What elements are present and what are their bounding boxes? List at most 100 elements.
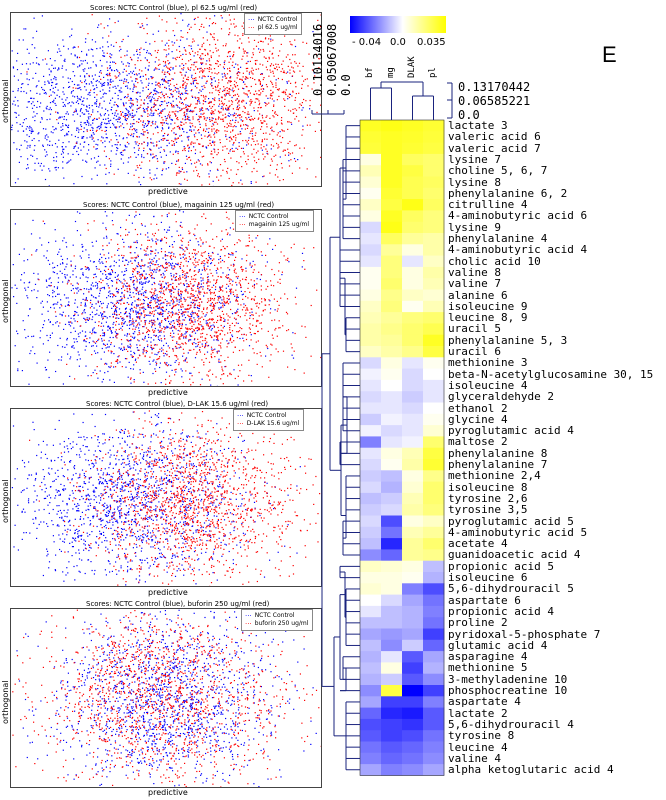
scatter-point bbox=[219, 88, 221, 90]
scatter-point bbox=[199, 89, 201, 91]
scatter-point bbox=[173, 274, 175, 276]
scatter-point bbox=[199, 163, 202, 165]
scatter-point bbox=[118, 289, 120, 291]
scatter-point bbox=[198, 97, 200, 99]
scatter-point bbox=[44, 137, 46, 139]
scatter-point bbox=[287, 148, 289, 150]
scatter-point bbox=[203, 291, 205, 293]
scatter-point bbox=[95, 240, 97, 242]
scatter-point bbox=[274, 112, 276, 114]
scatter-point bbox=[62, 105, 64, 107]
scatter-point bbox=[281, 117, 283, 119]
scatter-point bbox=[111, 285, 113, 287]
scatter-point bbox=[164, 161, 166, 163]
scatter-point bbox=[154, 288, 156, 290]
scatter-point bbox=[222, 169, 224, 171]
scatter-point bbox=[280, 43, 282, 45]
scatter-point bbox=[220, 175, 222, 177]
scatter-point bbox=[150, 112, 152, 114]
scatter-point bbox=[49, 337, 51, 339]
scatter-point bbox=[224, 95, 226, 97]
scatter-point bbox=[133, 128, 135, 130]
scatter-point bbox=[57, 281, 59, 283]
scatter-point bbox=[201, 255, 204, 257]
scatter-point bbox=[249, 118, 251, 121]
scatter-point bbox=[207, 344, 210, 347]
scatter-point bbox=[198, 100, 200, 102]
scatter-point bbox=[146, 110, 149, 112]
scatter-point bbox=[148, 78, 150, 80]
scatter-point bbox=[141, 82, 143, 84]
scatter-point bbox=[27, 286, 29, 288]
scatter-point bbox=[164, 44, 166, 46]
scatter-point bbox=[84, 303, 86, 305]
scatter-point bbox=[199, 293, 201, 295]
scatter-point bbox=[128, 361, 130, 363]
scatter-point bbox=[63, 177, 65, 179]
scatter-point bbox=[27, 164, 29, 166]
scatter-point bbox=[107, 370, 109, 373]
scatter-point bbox=[201, 164, 203, 166]
scatter-point bbox=[164, 71, 166, 73]
scatter-point bbox=[175, 272, 177, 275]
scatter-point bbox=[263, 158, 265, 160]
scatter-point bbox=[163, 274, 165, 276]
scatter-point bbox=[167, 317, 169, 319]
scatter-point bbox=[237, 35, 239, 37]
scatter-point bbox=[139, 309, 141, 311]
scatter-point bbox=[147, 344, 149, 346]
scatter-point bbox=[242, 140, 244, 142]
scatter-point bbox=[218, 130, 220, 132]
scatter-point bbox=[73, 338, 75, 340]
scatter-point bbox=[178, 95, 180, 98]
scatter-point bbox=[136, 316, 138, 318]
scatter-point bbox=[176, 117, 179, 119]
scatter-point bbox=[108, 172, 110, 174]
scatter-point bbox=[138, 121, 140, 123]
scatter-point bbox=[290, 82, 292, 84]
scatter-point bbox=[146, 17, 148, 19]
scatter-point bbox=[159, 239, 162, 241]
scatter-point bbox=[105, 108, 107, 110]
scatter-point bbox=[11, 126, 13, 128]
scatter-point bbox=[291, 66, 293, 68]
scatter-point bbox=[49, 89, 51, 91]
scatter-point bbox=[107, 273, 110, 275]
scatter-point bbox=[99, 113, 101, 115]
scatter-point bbox=[62, 240, 64, 242]
scatter-point bbox=[197, 119, 199, 121]
scatter-point bbox=[101, 347, 103, 350]
scatter-point bbox=[219, 333, 221, 335]
scatter-point bbox=[62, 91, 64, 93]
scatter-point bbox=[90, 288, 92, 291]
scatter-point bbox=[285, 56, 287, 58]
scatter-point bbox=[68, 323, 70, 326]
scatter-point bbox=[162, 139, 164, 141]
scatter-point bbox=[192, 313, 194, 315]
scatter-point bbox=[180, 327, 182, 330]
scatter-point bbox=[100, 358, 102, 360]
scatter-point bbox=[90, 114, 92, 116]
scatter-point bbox=[247, 111, 249, 113]
scatter-point bbox=[245, 124, 247, 126]
scatter-point bbox=[232, 182, 234, 184]
scatter-point bbox=[95, 332, 97, 334]
scatter-point bbox=[247, 77, 249, 79]
scatter-point bbox=[223, 303, 225, 305]
scatter-point bbox=[49, 144, 51, 146]
scatter-point bbox=[198, 282, 200, 284]
scatter-point bbox=[38, 80, 40, 82]
scatter-point bbox=[77, 287, 79, 289]
scatter-point bbox=[154, 127, 157, 129]
scatter-point bbox=[95, 65, 97, 67]
scatter-point bbox=[209, 142, 211, 144]
scatter-point bbox=[204, 347, 206, 349]
scatter-point bbox=[187, 276, 189, 278]
scatter-point bbox=[285, 259, 287, 261]
scatter-point bbox=[170, 323, 172, 325]
scatter-point bbox=[295, 81, 297, 83]
scatter-point bbox=[99, 90, 101, 92]
scatter-point bbox=[118, 302, 120, 304]
scatter-point bbox=[293, 350, 295, 352]
scatter-point bbox=[315, 53, 317, 55]
